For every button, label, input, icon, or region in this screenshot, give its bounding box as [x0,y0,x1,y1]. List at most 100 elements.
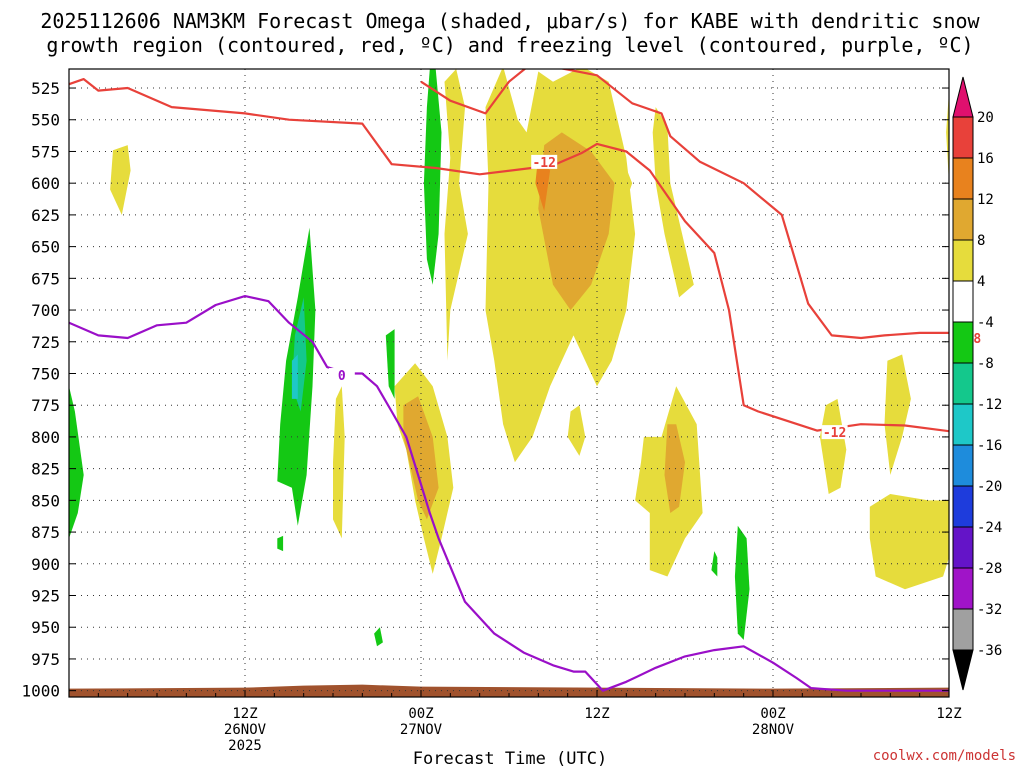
y-tick-label-625: 625 [31,206,60,225]
omega-shade-8 [403,396,439,520]
colorbar-label-1: 16 [977,151,994,167]
omega-shade-13 [819,398,847,494]
x-axis-label: Forecast Time (UTC) [413,749,607,768]
colorbar-label-7: -12 [977,397,1002,413]
colorbar-bottom-arrow [952,649,974,691]
credit-text: coolwx.com/models [873,748,1016,764]
chart-title-line-2: growth region (contoured, red, ºC) and f… [46,33,973,57]
colorbar-label-5: -4 [977,315,994,331]
x-tick-label-12-2: 2025 [228,738,262,754]
omega-shade-5 [535,155,551,212]
omega-shade-12 [333,386,345,539]
contour-line-1 [420,69,949,340]
contour-label-1: -12 [823,426,846,441]
omega-shade-4 [538,132,615,311]
y-tick-label-675: 675 [31,269,60,288]
omega-shade-20 [946,91,949,184]
y-axis-pressure: 525 550 575 600 625 650 675 700 725 750 775 800 825 8… [21,79,949,701]
x-tick-label-24-0: 12Z [584,706,609,722]
omega-shade-6 [652,107,694,298]
colorbar-band-3 [952,198,974,241]
y-tick-label-650: 650 [31,238,60,257]
colorbar-legend: 20 16 12 8 4 -4 -8 -12 -16 -20 -24 -28 -32 -36 [952,76,1002,691]
y-tick-label-975: 975 [31,650,60,669]
colorbar-band-6 [952,321,974,364]
omega-shade-15 [869,494,949,590]
y-tick-label-900: 900 [31,555,60,574]
omega-shade-25 [291,354,298,399]
colorbar-label-8: -16 [977,438,1002,454]
contour-line-2 [69,295,949,692]
y-tick-label-525: 525 [31,79,60,98]
colorbar-band-2 [952,157,974,200]
omega-shade-0 [110,145,131,215]
colorbar-band-5 [952,280,974,323]
y-tick-label-775: 775 [31,396,60,415]
colorbar-label-10: -24 [977,520,1002,536]
omega-shade-28 [277,535,284,552]
contour-label-0: -12 [532,156,555,171]
y-tick-label-925: 925 [31,587,60,606]
colorbar-band-7 [952,362,974,405]
contour-label-3: 0 [338,369,346,384]
y-tick-label-550: 550 [31,111,60,130]
contour-label-bg-1 [821,425,848,440]
omega-shade-14 [884,354,911,475]
omega-shade-1 [444,69,468,361]
omega-shade-29 [374,627,383,647]
y-tick-label-800: 800 [31,428,60,447]
omega-shade-22 [423,69,442,285]
chart-title-line-1: 2025112606 NAM3KM Forecast Omega (shaded… [40,9,980,33]
colorbar-label-3: 8 [977,233,985,249]
colorbar-band-4 [952,239,974,282]
colorbar-band-8 [952,403,974,446]
x-tick-label-36-0: 12Z [936,706,961,722]
contour-label-bg-3 [328,368,355,383]
x-tick-label-30-1: 28NOV [752,722,795,738]
colorbar-label-12: -32 [977,602,1002,618]
y-tick-label-825: 825 [31,460,60,479]
omega-shade-26 [385,329,395,399]
colorbar-label-11: -28 [977,561,1002,577]
colorbar-band-12 [952,567,974,610]
y-tick-label-750: 750 [31,364,60,383]
x-tick-label-18-1: 27NOV [400,722,443,738]
contour-label-bg-0 [531,154,558,169]
y-tick-label-950: 950 [31,618,60,637]
terrain-layer [69,684,949,697]
colorbar-top-arrow [952,76,974,118]
x-tick-label-30-0: 00Z [760,706,785,722]
y-tick-label-875: 875 [31,523,60,542]
colorbar-band-13 [952,608,974,651]
y-tick-label-725: 725 [31,333,60,352]
y-tick-label-575: 575 [31,142,60,161]
y-tick-label-1000: 1000 [21,682,60,701]
colorbar-label-4: 4 [977,274,985,290]
colorbar-band-11 [952,526,974,569]
x-tick-label-12-1: 26NOV [224,722,267,738]
x-tick-label-18-0: 00Z [408,706,433,722]
x-tick-label-12-0: 12Z [232,706,257,722]
colorbar-label-0: 20 [977,110,994,126]
omega-shade-9 [567,405,586,456]
omega-shade-11 [664,424,685,513]
colorbar-band-1 [952,116,974,159]
y-tick-label-700: 700 [31,301,60,320]
colorbar-label-13: -36 [977,643,1002,659]
y-tick-label-600: 600 [31,174,60,193]
terrain-surface [69,684,949,697]
colorbar-band-10 [952,485,974,528]
omega-shade-21 [993,69,1022,94]
omega-shade-19 [1017,310,1024,526]
colorbar-label-2: 12 [977,192,994,208]
colorbar-label-6: -8 [977,356,994,372]
omega-shade-31 [734,525,750,640]
y-tick-label-850: 850 [31,491,60,510]
omega-shade-18 [1008,224,1024,551]
colorbar-band-9 [952,444,974,487]
colorbar-label-9: -20 [977,479,1002,495]
omega-shading-layer [69,69,1024,647]
omega-shade-30 [711,551,718,577]
